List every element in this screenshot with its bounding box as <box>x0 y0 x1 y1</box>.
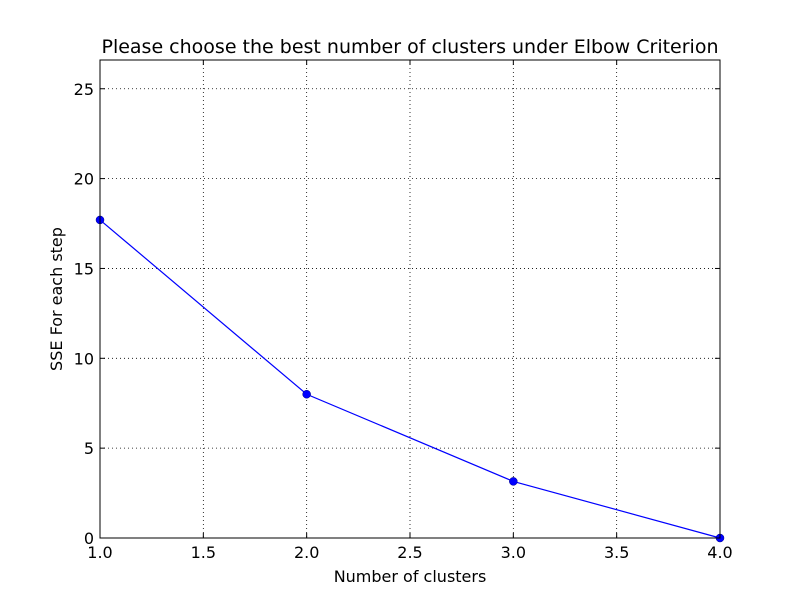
data-point <box>302 389 311 399</box>
x-tick-labels: 1.0 1.5 2.0 2.5 3.0 3.5 4.0 <box>87 543 732 562</box>
x-tick-label: 3.5 <box>604 543 629 562</box>
x-tick-label: 4.0 <box>707 543 732 562</box>
y-tick-label: 25 <box>74 80 94 99</box>
x-axis-title: Number of clusters <box>334 567 487 586</box>
y-tick-label: 20 <box>74 170 94 189</box>
x-tick-label: 2.5 <box>397 543 422 562</box>
y-tick-label: 5 <box>84 439 94 458</box>
y-tick-label: 0 <box>84 529 94 548</box>
y-tick-label: 15 <box>74 259 94 278</box>
data-point <box>509 477 518 486</box>
y-tick-labels: 0 5 10 15 20 25 <box>74 80 94 548</box>
x-tick-label: 3.0 <box>501 543 526 562</box>
x-tick-label: 1.5 <box>191 543 216 562</box>
plot-frame <box>99 59 721 539</box>
chart-title: Please choose the best number of cluster… <box>101 36 718 58</box>
y-tick-label: 10 <box>74 349 94 368</box>
x-tick-label: 2.0 <box>294 543 319 562</box>
series-line <box>99 219 721 539</box>
x-tick-label: 1.0 <box>87 543 112 562</box>
y-axis-title: SSE For each step <box>47 227 66 371</box>
